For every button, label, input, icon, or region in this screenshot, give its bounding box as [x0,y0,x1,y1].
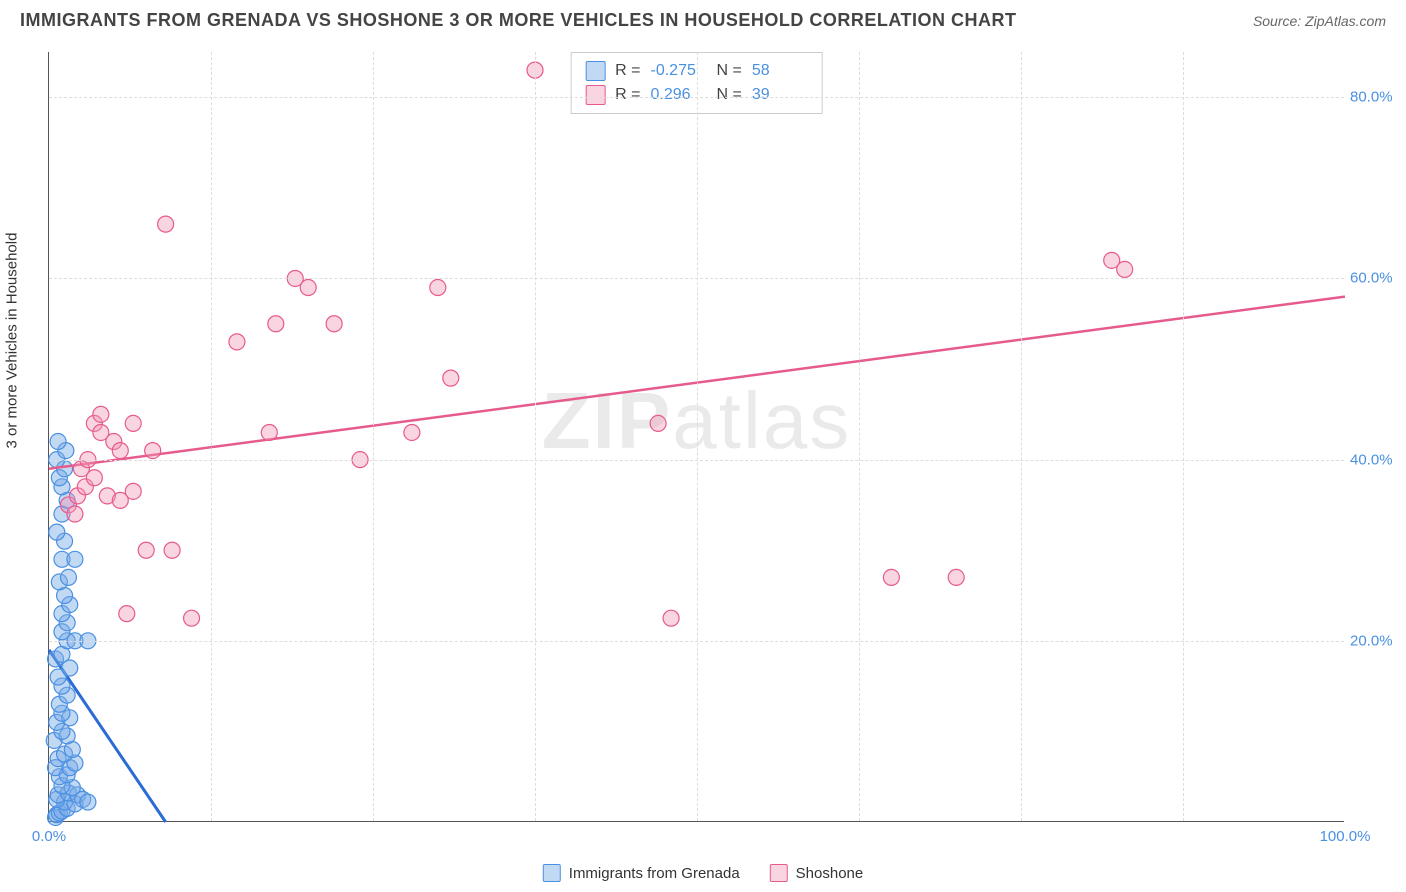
scatter-point [138,542,154,558]
legend-item: Immigrants from Grenada [543,864,740,882]
stat-n-value: 39 [752,86,808,104]
legend-swatch [543,864,561,882]
scatter-point [430,280,446,296]
scatter-point [125,483,141,499]
scatter-point [67,506,83,522]
source-label: Source: [1253,13,1301,29]
gridline-v [373,52,374,821]
scatter-point [164,542,180,558]
stat-n-value: 58 [752,62,808,80]
scatter-point [60,569,76,585]
source-value: ZipAtlas.com [1305,13,1386,29]
scatter-point [93,406,109,422]
stat-r-value: -0.275 [651,62,707,80]
y-tick-label: 80.0% [1350,89,1400,106]
stat-n-label: N = [717,86,742,104]
scatter-point [50,434,66,450]
scatter-point [49,524,65,540]
scatter-point [158,216,174,232]
scatter-point [948,569,964,585]
gridline-v [697,52,698,821]
bottom-legend: Immigrants from Grenada Shoshone [543,864,863,882]
stat-r-label: R = [615,86,640,104]
scatter-point [184,610,200,626]
source-credit: Source: ZipAtlas.com [1253,13,1386,29]
y-axis-label: 3 or more Vehicles in Household [4,233,21,449]
legend-swatch [585,85,605,105]
scatter-point [663,610,679,626]
gridline-v [211,52,212,821]
scatter-point [80,794,96,810]
scatter-point [261,424,277,440]
x-tick-label: 0.0% [32,828,66,845]
scatter-point [145,443,161,459]
scatter-point [883,569,899,585]
y-tick-label: 60.0% [1350,270,1400,287]
legend-swatch [585,61,605,81]
gridline-v [1183,52,1184,821]
scatter-point [229,334,245,350]
y-tick-label: 20.0% [1350,632,1400,649]
x-tick-label: 100.0% [1320,828,1371,845]
gridline-v [859,52,860,821]
legend-label: Immigrants from Grenada [569,865,740,882]
scatter-point [326,316,342,332]
legend-item: Shoshone [770,864,864,882]
scatter-point [125,415,141,431]
stat-r-value: 0.296 [651,86,707,104]
scatter-point [1117,261,1133,277]
scatter-point [112,443,128,459]
scatter-point [300,280,316,296]
gridline-v [1021,52,1022,821]
scatter-point [119,606,135,622]
stat-r-label: R = [615,62,640,80]
scatter-point [650,415,666,431]
header: IMMIGRANTS FROM GRENADA VS SHOSHONE 3 OR… [0,0,1406,37]
legend-swatch [770,864,788,882]
gridline-v [535,52,536,821]
scatter-point [86,470,102,486]
plot-area: ZIPatlas R =-0.275N =58R =0.296N =39 20.… [48,52,1344,822]
legend-label: Shoshone [796,865,864,882]
y-tick-label: 40.0% [1350,451,1400,468]
stat-n-label: N = [717,62,742,80]
chart-title: IMMIGRANTS FROM GRENADA VS SHOSHONE 3 OR… [20,10,1017,31]
scatter-point [443,370,459,386]
scatter-point [67,551,83,567]
scatter-point [268,316,284,332]
scatter-point [404,424,420,440]
